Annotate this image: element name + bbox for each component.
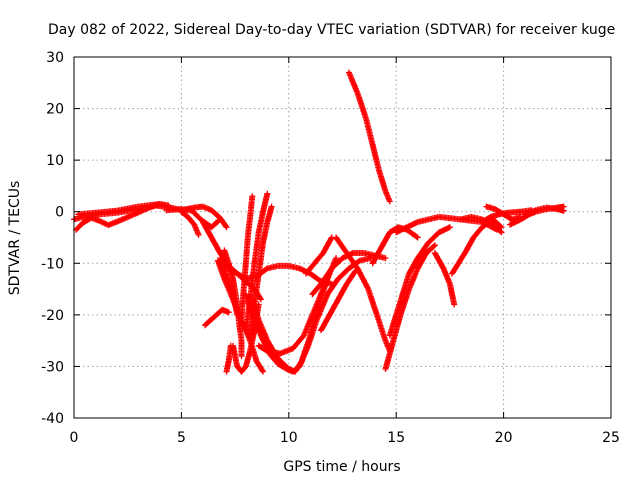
data-point-markers [75, 201, 172, 218]
data-point-markers [255, 275, 331, 357]
x-tick-label: 25 [602, 430, 620, 446]
series-arc-18 [221, 262, 264, 303]
x-tick-label: 0 [70, 430, 79, 446]
y-tick-label: -40 [41, 411, 64, 427]
data-point-markers [202, 306, 232, 329]
series-arc-24 [345, 69, 393, 205]
y-tick-label: 10 [46, 153, 64, 169]
data-point-markers [221, 262, 264, 303]
data-marks [71, 69, 567, 375]
series-arc-19 [255, 275, 331, 357]
series-arc-23 [333, 234, 393, 354]
plot-frame [73, 56, 612, 419]
axis-ticks: 0 5 10 15 20 25 -40 -30 -20 -10 0 10 20 30 [41, 50, 620, 446]
series-arc-7 [202, 306, 232, 329]
series-arc-35 [522, 204, 567, 218]
data-point-markers [238, 193, 256, 321]
data-point-markers [217, 255, 241, 318]
series-arc-3 [75, 201, 172, 218]
y-tick-label: 0 [55, 205, 64, 221]
data-point-markers [333, 234, 393, 354]
series-arc-29 [431, 250, 458, 308]
series-arc-13 [238, 193, 256, 321]
data-point-markers [223, 342, 234, 375]
x-tick-label: 15 [387, 430, 405, 446]
series-arc-27 [369, 224, 421, 267]
series-arc-5 [178, 208, 202, 238]
series-arc-21 [318, 268, 359, 334]
series-arc-22 [303, 234, 335, 277]
y-tick-label: -30 [41, 359, 64, 375]
series-arc-10 [217, 255, 241, 318]
chart-title: Day 082 of 2022, Sidereal Day-to-day VTE… [48, 22, 615, 38]
y-axis-label: SDTVAR / TECUs [7, 181, 23, 296]
y-tick-label: 20 [46, 102, 64, 118]
series-arc-25 [382, 242, 438, 372]
data-point-markers [369, 224, 421, 267]
data-point-markers [318, 268, 359, 334]
data-point-markers [178, 208, 202, 238]
x-tick-label: 10 [280, 430, 298, 446]
y-tick-label: 30 [46, 50, 64, 66]
y-tick-label: -10 [41, 256, 64, 272]
data-point-markers [382, 242, 438, 372]
data-point-markers [431, 250, 458, 308]
series-arc-26 [386, 224, 453, 339]
x-tick-label: 20 [495, 430, 513, 446]
y-tick-label: -20 [41, 308, 64, 324]
data-point-markers [345, 69, 393, 205]
series-arc-12 [223, 342, 234, 375]
data-point-markers [303, 234, 335, 277]
x-axis-label: GPS time / hours [283, 459, 400, 475]
data-point-markers [386, 224, 453, 339]
grid [74, 57, 611, 418]
x-tick-label: 5 [177, 430, 186, 446]
data-point-markers [522, 204, 567, 218]
